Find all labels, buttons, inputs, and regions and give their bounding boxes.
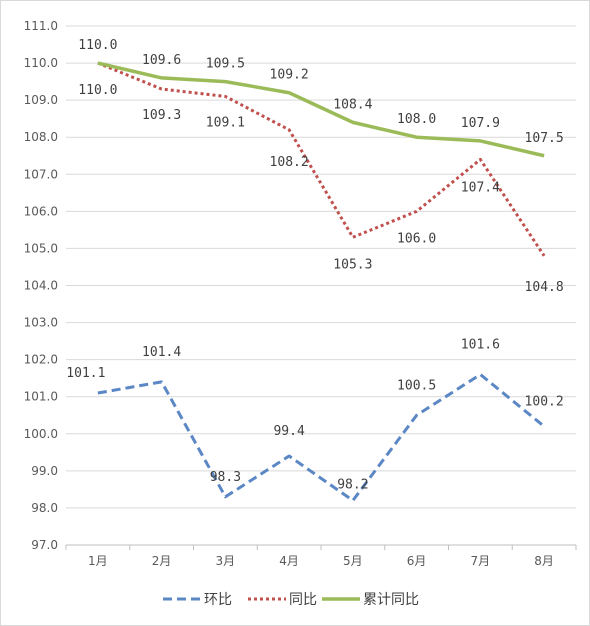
x-tick-label: 5月 [343,554,363,568]
x-tick-label: 1月 [88,554,108,568]
data-label: 109.3 [142,108,181,123]
gridlines [66,25,576,509]
x-tick-label: 2月 [152,554,172,568]
series-line-1 [97,372,546,503]
data-label: 107.4 [461,180,500,195]
y-tick-label: 97.0 [31,538,58,552]
data-label: 106.0 [397,231,436,246]
data-label: 108.4 [333,97,372,112]
y-axis-ticks: 97.0 98.0 99.0 100.0 101.0 102.0 103.0 104.0 105… [24,19,58,552]
data-label: 108.2 [270,155,309,170]
data-label: 100.2 [525,394,564,409]
series-line-3 [97,61,545,158]
x-tick-label: 6月 [407,554,427,568]
data-label: 110.0 [78,83,117,98]
series-lines [97,61,546,503]
y-tick-label: 111.0 [24,19,58,33]
y-tick-label: 107.0 [24,167,58,181]
data-label: 105.3 [333,257,372,272]
data-label: 107.9 [461,116,500,131]
legend-label: 同比 [289,592,317,608]
data-label: 110.0 [78,38,117,53]
x-tick-label: 3月 [216,554,236,568]
y-tick-label: 103.0 [24,316,58,330]
x-axis: 1月 2月 3月 4月 5月 6月 7月 8月 [65,544,577,568]
data-label: 101.1 [66,366,105,381]
data-label: 98.2 [337,478,368,493]
data-label: 109.6 [142,53,181,68]
y-tick-label: 105.0 [24,241,58,255]
y-tick-label: 99.0 [31,464,58,478]
legend-label: 累计同比 [363,592,419,608]
y-tick-label: 102.0 [24,353,58,367]
legend-label: 环比 [204,592,232,608]
data-label: 100.5 [397,378,436,393]
series-line-2 [97,61,546,257]
legend: 环比 同比 累计同比 [163,592,419,608]
data-label: 101.4 [142,345,181,360]
data-label: 109.5 [206,57,245,72]
y-tick-label: 110.0 [24,56,58,70]
data-label: 98.3 [210,470,241,485]
data-label: 101.6 [461,337,500,352]
y-tick-label: 101.0 [24,390,58,404]
data-label: 99.4 [273,424,304,439]
y-tick-label: 106.0 [24,204,58,218]
data-label: 108.0 [397,112,436,127]
y-tick-label: 109.0 [24,93,58,107]
data-label: 109.2 [270,68,309,83]
data-label: 109.1 [206,115,245,130]
x-tick-label: 8月 [534,554,554,568]
y-tick-label: 100.0 [24,427,58,441]
data-label: 104.8 [525,280,564,295]
y-tick-label: 104.0 [24,279,58,293]
y-tick-label: 108.0 [24,130,58,144]
x-tick-label: 7月 [471,554,491,568]
data-labels: 101.1 101.4 98.3 99.4 98.2 100.5 101.6 100.2 110… [66,38,563,492]
y-tick-label: 98.0 [31,501,58,515]
x-tick-label: 4月 [279,554,299,568]
data-label: 107.5 [525,131,564,146]
